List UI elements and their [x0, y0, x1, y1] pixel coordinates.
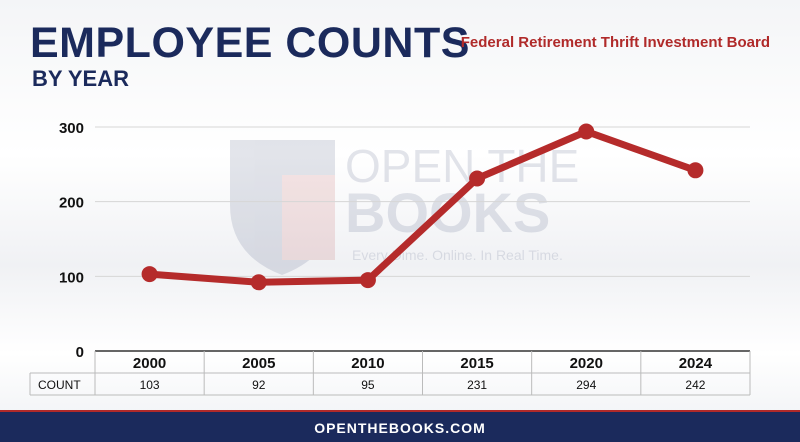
- data-point: [687, 162, 704, 179]
- y-tick-label: 300: [59, 120, 84, 137]
- data-point: [359, 272, 376, 289]
- footer-site: OPENTHEBOOKS.COM: [314, 420, 486, 436]
- y-axis: 0 100 200 300: [59, 120, 84, 361]
- data-label: 231: [467, 378, 487, 392]
- x-tick-label: 2020: [570, 355, 603, 372]
- data-label: 294: [576, 378, 596, 392]
- shield-icon: [230, 140, 335, 275]
- data-label: 92: [252, 378, 266, 392]
- data-label: 95: [361, 378, 375, 392]
- y-tick-label: 200: [59, 195, 84, 212]
- x-tick-label: 2010: [351, 355, 384, 372]
- data-point: [141, 266, 158, 283]
- x-tick-label: 2015: [460, 355, 493, 372]
- x-tick-label: 2000: [133, 355, 166, 372]
- data-label: 242: [685, 378, 705, 392]
- watermark-line2: BOOKS: [345, 181, 550, 244]
- data-point: [250, 274, 267, 291]
- y-tick-label: 0: [76, 344, 84, 361]
- data-label: 103: [140, 378, 160, 392]
- footer-bar: [0, 412, 800, 442]
- watermark-tagline: Every Dime. Online. In Real Time.: [352, 247, 563, 263]
- table-row-label: COUNT: [38, 378, 81, 392]
- series-path: [146, 127, 699, 286]
- x-tick-label: 2005: [242, 355, 275, 372]
- chart-title: EMPLOYEE COUNTS: [30, 19, 470, 67]
- line-chart: OPEN THE BOOKS Every Dime. Online. In Re…: [29, 120, 751, 396]
- series-line: [141, 123, 704, 291]
- watermark: OPEN THE BOOKS Every Dime. Online. In Re…: [230, 140, 579, 275]
- agency-name: Federal Retirement Thrift Investment Boa…: [460, 34, 770, 51]
- data-point: [469, 170, 486, 187]
- x-tick-label: 2024: [679, 355, 713, 372]
- data-table: COUNT 2000 103 2005 92 2010 95 2015 231 2020 294 20…: [29, 351, 751, 396]
- y-tick-label: 100: [59, 269, 84, 286]
- data-point: [578, 123, 595, 140]
- chart-subtitle: BY YEAR: [32, 66, 130, 91]
